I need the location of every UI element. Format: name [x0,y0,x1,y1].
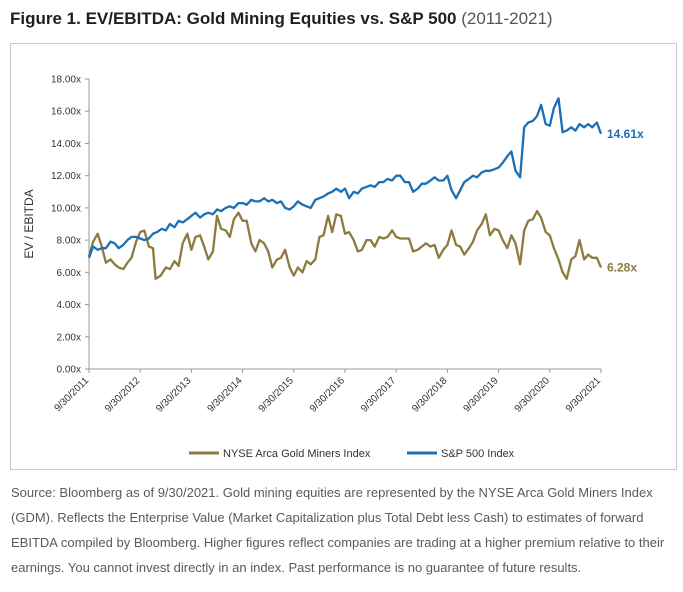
x-tick-label: 9/30/2020 [513,375,553,415]
legend: NYSE Arca Gold Miners Index S&P 500 Index [189,448,515,460]
x-tick-label: 9/30/2012 [103,375,143,415]
series-line-0 [87,209,603,280]
figure-title: Figure 1. EV/EBITDA: Gold Mining Equitie… [10,9,553,29]
legend-label-1: S&P 500 Index [441,448,515,460]
y-tick-label: 14.00x [51,139,81,150]
series-line-1 [87,97,603,259]
x-tick-label: 9/30/2021 [564,375,604,415]
y-tick-label: 8.00x [57,236,81,247]
y-tick-label: 0.00x [57,365,81,376]
y-tick-label: 10.00x [51,203,81,214]
y-axis-title: EV / EBITDA [22,189,36,258]
x-tick-label: 9/30/2018 [410,375,450,415]
series-end-label-0: 6.28x [607,261,637,275]
legend-label-0: NYSE Arca Gold Miners Index [223,448,371,460]
y-tick-label: 2.00x [57,332,81,343]
y-tick-label: 12.00x [51,171,81,182]
y-tick-label: 16.00x [51,107,81,118]
x-tick-label: 9/30/2011 [52,375,91,414]
axes: 0.00x 2.00x 4.00x 6.00x 8.00x 10.00x 12.00x 14.… [51,75,603,415]
x-tick-label: 9/30/2019 [461,375,501,415]
series-end-label-1: 14.61x [607,127,644,141]
x-tick-label: 9/30/2013 [154,375,194,415]
line-chart: EV / EBITDA 0.00x 2.00x 4.00x 6.00x 8.00x 10.… [22,75,644,461]
figure-title-main: Figure 1. EV/EBITDA: Gold Mining Equitie… [10,9,457,28]
x-tick-label: 9/30/2015 [257,375,297,415]
figure-title-years: (2011-2021) [461,9,553,28]
y-tick-label: 6.00x [57,268,81,279]
y-tick-label: 4.00x [57,300,81,311]
series-lines: 6.28x 14.61x [87,97,644,280]
chart-frame: EV / EBITDA 0.00x 2.00x 4.00x 6.00x 8.00x 10.… [10,43,677,470]
y-tick-label: 18.00x [51,75,81,86]
x-tick-label: 9/30/2016 [308,375,348,415]
x-tick-label: 9/30/2014 [205,375,245,415]
source-note: Source: Bloomberg as of 9/30/2021. Gold … [11,485,665,575]
x-tick-label: 9/30/2017 [359,375,399,415]
